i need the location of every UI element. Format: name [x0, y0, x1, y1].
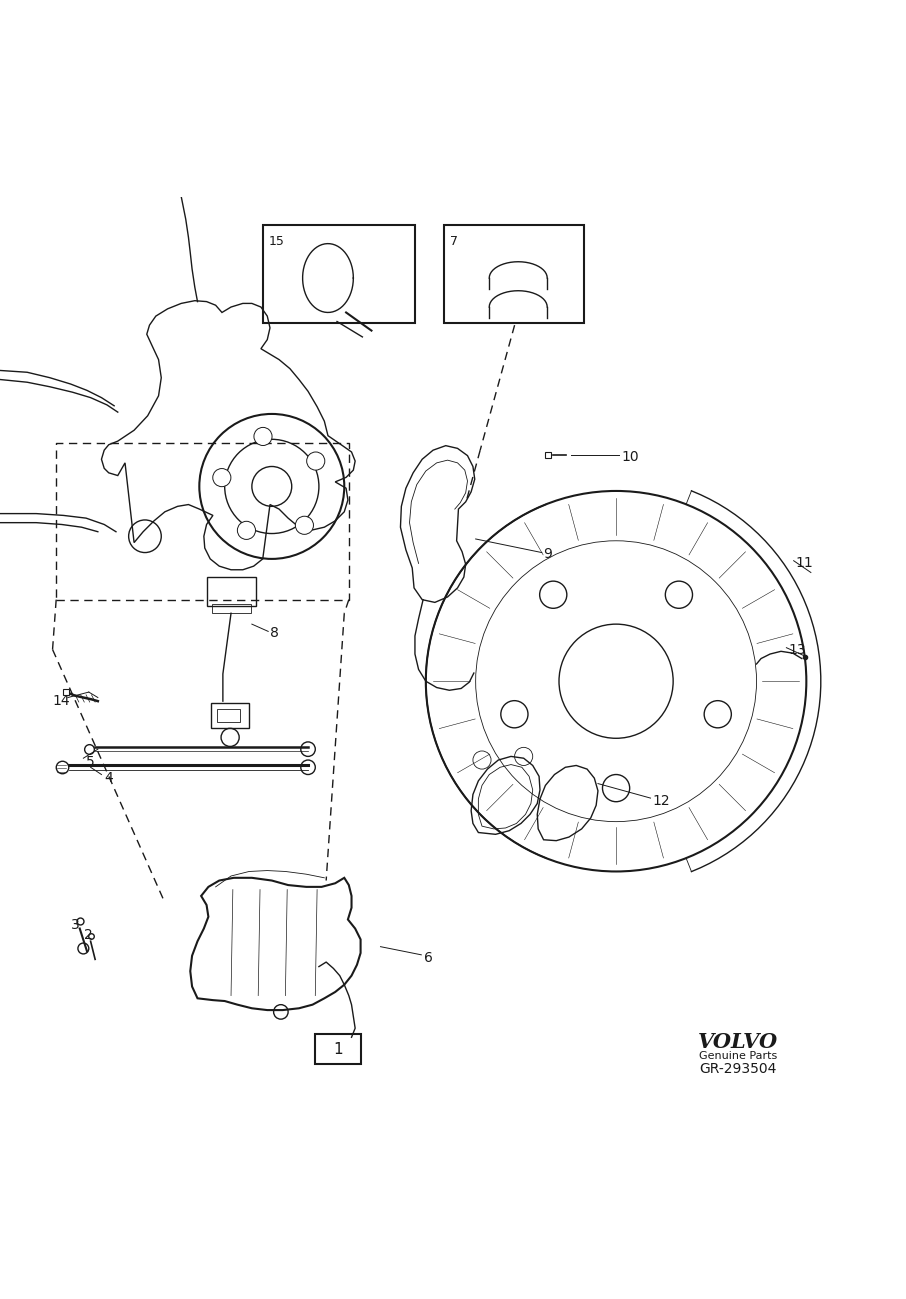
Text: 6: 6 [424, 951, 433, 965]
Text: Genuine Parts: Genuine Parts [699, 1051, 777, 1061]
Bar [207, 577, 256, 607]
Bar [211, 703, 249, 729]
Text: 11: 11 [795, 556, 814, 570]
Text: 1: 1 [333, 1042, 342, 1056]
Text: 2: 2 [84, 927, 93, 942]
Circle shape [295, 516, 313, 534]
Bar [212, 604, 251, 613]
Text: VOLVO: VOLVO [699, 1031, 778, 1052]
Text: 8: 8 [270, 626, 279, 640]
Bar [263, 226, 415, 323]
Text: 15: 15 [269, 235, 285, 248]
Text: 4: 4 [104, 772, 113, 785]
Text: GR-293504: GR-293504 [699, 1063, 777, 1076]
Circle shape [254, 427, 272, 446]
Text: 12: 12 [652, 794, 670, 808]
Text: 5: 5 [86, 755, 95, 769]
Text: 9: 9 [544, 547, 553, 561]
Circle shape [306, 452, 324, 470]
Circle shape [237, 521, 255, 539]
Text: 13: 13 [788, 643, 805, 657]
Text: 7: 7 [450, 235, 458, 248]
Bar [217, 709, 240, 722]
Text: 10: 10 [622, 451, 639, 465]
Bar [444, 226, 584, 323]
Text: 3: 3 [71, 918, 80, 931]
Text: 14: 14 [53, 694, 70, 708]
Bar [315, 1034, 361, 1064]
Circle shape [213, 469, 231, 487]
